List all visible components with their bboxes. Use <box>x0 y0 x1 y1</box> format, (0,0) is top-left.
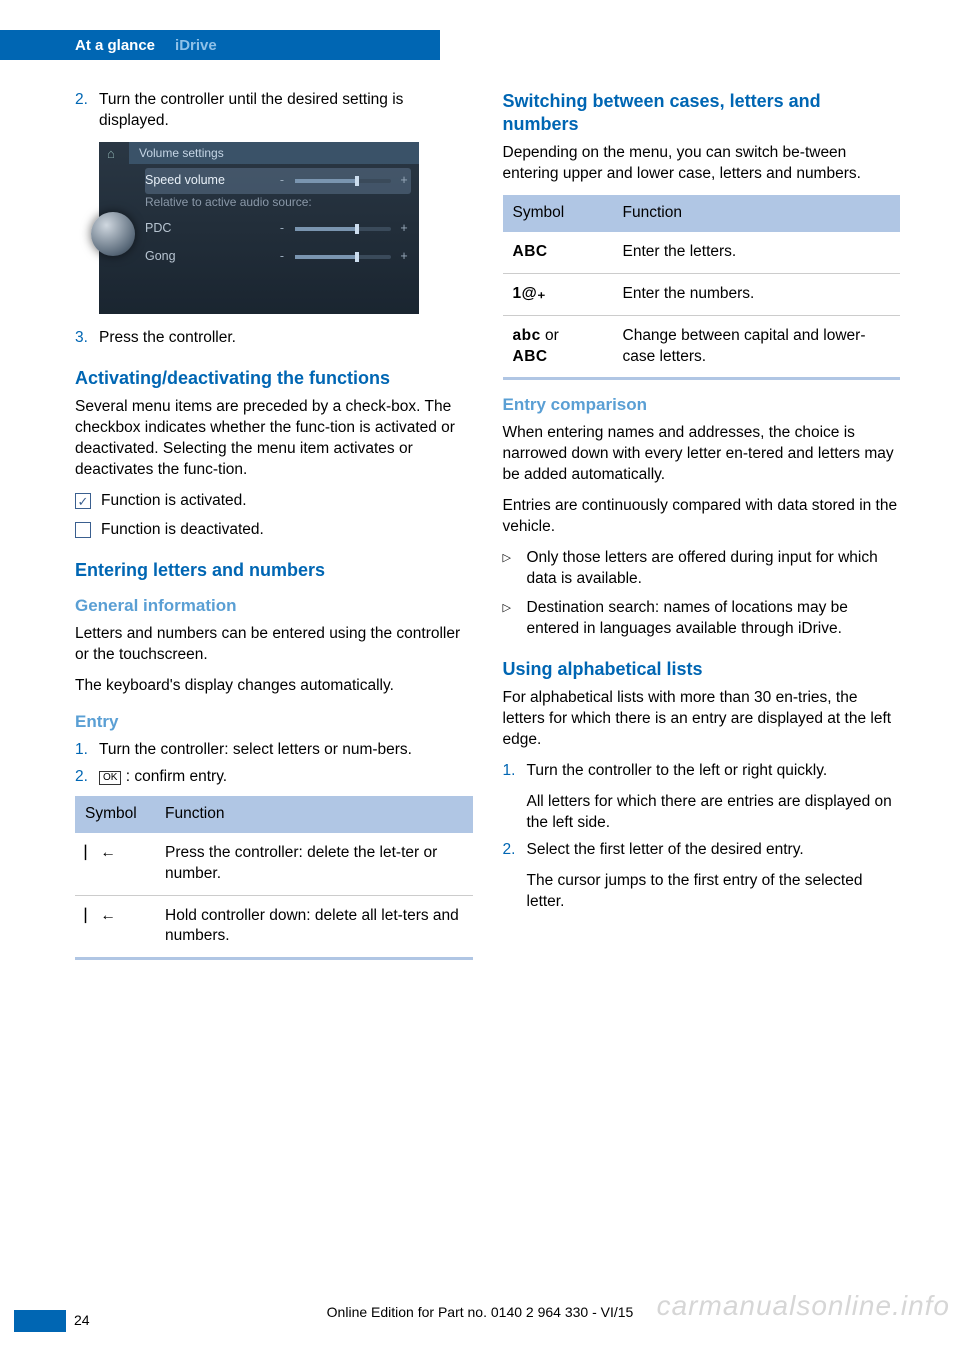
bullet-text: Only those letters are offered during in… <box>527 548 901 590</box>
symbol-table-1: Symbol Function ⎸← Press the controller:… <box>75 796 473 961</box>
cell-fn: Press the controller: delete the let‐ter… <box>155 833 473 895</box>
checkbox-unchecked-icon <box>75 522 91 538</box>
home-icon: ⌂ <box>107 145 115 163</box>
bullet-icon: ▷ <box>503 548 527 590</box>
heading-switch: Switching between cases, letters and num… <box>503 90 901 135</box>
delete-icon: ⎸← <box>75 895 155 959</box>
right-column: Switching between cases, letters and num… <box>503 90 901 1282</box>
screenshot-row-speed: Speed volume - + <box>145 168 411 194</box>
screenshot-row-gong: Gong - + <box>145 244 411 270</box>
row-label: PDC <box>145 220 275 237</box>
row-label: Speed volume <box>145 172 275 189</box>
screenshot-aux: Relative to active audio source: <box>145 194 312 210</box>
case-toggle-icon: abc orABC <box>503 315 613 379</box>
header-bar: At a glance iDrive <box>0 30 440 60</box>
cell-fn: Hold controller down: delete all let‐ter… <box>155 895 473 959</box>
bullet-icon: ▷ <box>503 598 527 640</box>
checkbox-checked-icon: ✓ <box>75 493 91 509</box>
step-3: 3. Press the controller. <box>75 328 473 349</box>
table-header: Symbol Function <box>503 195 901 232</box>
watermark: carmanualsonline.info <box>657 1290 950 1322</box>
plus-icon: + <box>397 248 411 265</box>
checkbox-on: ✓ Function is activated. <box>75 491 473 512</box>
header-section: At a glance <box>75 37 155 54</box>
table-row: ⎸← Hold controller down: delete all let‐… <box>75 895 473 959</box>
screenshot-title: Volume settings <box>129 142 419 164</box>
heading-general: General information <box>75 595 473 618</box>
th-function: Function <box>613 195 901 232</box>
entry-2: 2. OK : confirm entry. <box>75 767 473 788</box>
heading-alpha: Using alphabetical lists <box>503 658 901 681</box>
checkbox-off: Function is deactivated. <box>75 520 473 541</box>
controller-knob-icon <box>91 212 135 256</box>
para-switch: Depending on the menu, you can switch be… <box>503 143 901 185</box>
numbers-icon: 1@₊ <box>503 273 613 315</box>
minus-icon: - <box>275 172 289 189</box>
step-text: Press the controller. <box>99 328 473 349</box>
plus-icon: + <box>397 172 411 189</box>
checkbox-label: Function is deactivated. <box>101 520 264 541</box>
minus-icon: - <box>275 220 289 237</box>
bullet-1: ▷ Only those letters are offered during … <box>503 548 901 590</box>
step-num: 2. <box>503 840 527 913</box>
para-general1: Letters and numbers can be entered using… <box>75 624 473 666</box>
table-header: Symbol Function <box>75 796 473 833</box>
alpha-2: 2. Select the first letter of the desire… <box>503 840 901 913</box>
checkbox-label: Function is activated. <box>101 491 247 512</box>
heading-compare: Entry comparison <box>503 394 901 417</box>
abc-upper-icon: ABC <box>503 232 613 273</box>
bullet-text: Destination search: names of locations m… <box>527 598 901 640</box>
table-row: ABC Enter the letters. <box>503 232 901 273</box>
heading-activate: Activating/deactivating the functions <box>75 367 473 390</box>
plus-icon: + <box>397 220 411 237</box>
step-num: 1. <box>75 740 99 761</box>
heading-entering: Entering letters and numbers <box>75 559 473 582</box>
step-sub: The cursor jumps to the first entry of t… <box>527 871 901 913</box>
para-compare1: When entering names and addresses, the c… <box>503 423 901 486</box>
page-content: 2. Turn the controller until the desired… <box>75 90 900 1282</box>
cell-fn: Change between capital and lower-case le… <box>613 315 901 379</box>
th-symbol: Symbol <box>75 796 155 833</box>
step-sub: All letters for which there are entries … <box>527 792 901 834</box>
bullet-2: ▷ Destination search: names of locations… <box>503 598 901 640</box>
step-2: 2. Turn the controller until the desired… <box>75 90 473 132</box>
screenshot-row-pdc: PDC - + <box>145 216 411 242</box>
slider <box>295 179 391 183</box>
delete-icon: ⎸← <box>75 833 155 895</box>
th-symbol: Symbol <box>503 195 613 232</box>
header-subsection: iDrive <box>175 37 217 54</box>
th-function: Function <box>155 796 473 833</box>
table-row: ⎸← Press the controller: delete the let‐… <box>75 833 473 895</box>
left-column: 2. Turn the controller until the desired… <box>75 90 473 1282</box>
step-text: Turn the controller: select letters or n… <box>99 740 473 761</box>
ok-icon: OK <box>99 771 121 785</box>
alpha-1: 1. Turn the controller to the left or ri… <box>503 761 901 834</box>
minus-icon: - <box>275 248 289 265</box>
table-row: abc orABC Change between capital and low… <box>503 315 901 379</box>
para-activate: Several menu items are preceded by a che… <box>75 397 473 481</box>
cell-fn: Enter the numbers. <box>613 273 901 315</box>
slider <box>295 255 391 259</box>
step-num: 2. <box>75 767 99 788</box>
idrive-screenshot: ⌂ Volume settings Speed volume - + Relat… <box>99 142 419 314</box>
para-general2: The keyboard's display changes automatic… <box>75 676 473 697</box>
table-row: 1@₊ Enter the numbers. <box>503 273 901 315</box>
step-text: OK : confirm entry. <box>99 767 473 788</box>
para-alpha: For alphabetical lists with more than 30… <box>503 688 901 751</box>
cell-fn: Enter the letters. <box>613 232 901 273</box>
step-num: 2. <box>75 90 99 132</box>
step-text: Select the first letter of the desired e… <box>527 840 901 913</box>
row-label: Gong <box>145 248 275 265</box>
step-text: Turn the controller until the desired se… <box>99 90 473 132</box>
slider <box>295 227 391 231</box>
heading-entry: Entry <box>75 711 473 734</box>
step-num: 1. <box>503 761 527 834</box>
entry2-text: : confirm entry. <box>121 768 227 785</box>
step-text: Turn the controller to the left or right… <box>527 761 901 834</box>
symbol-table-2: Symbol Function ABC Enter the letters. 1… <box>503 195 901 381</box>
entry-1: 1. Turn the controller: select letters o… <box>75 740 473 761</box>
step-num: 3. <box>75 328 99 349</box>
para-compare2: Entries are continuously compared with d… <box>503 496 901 538</box>
